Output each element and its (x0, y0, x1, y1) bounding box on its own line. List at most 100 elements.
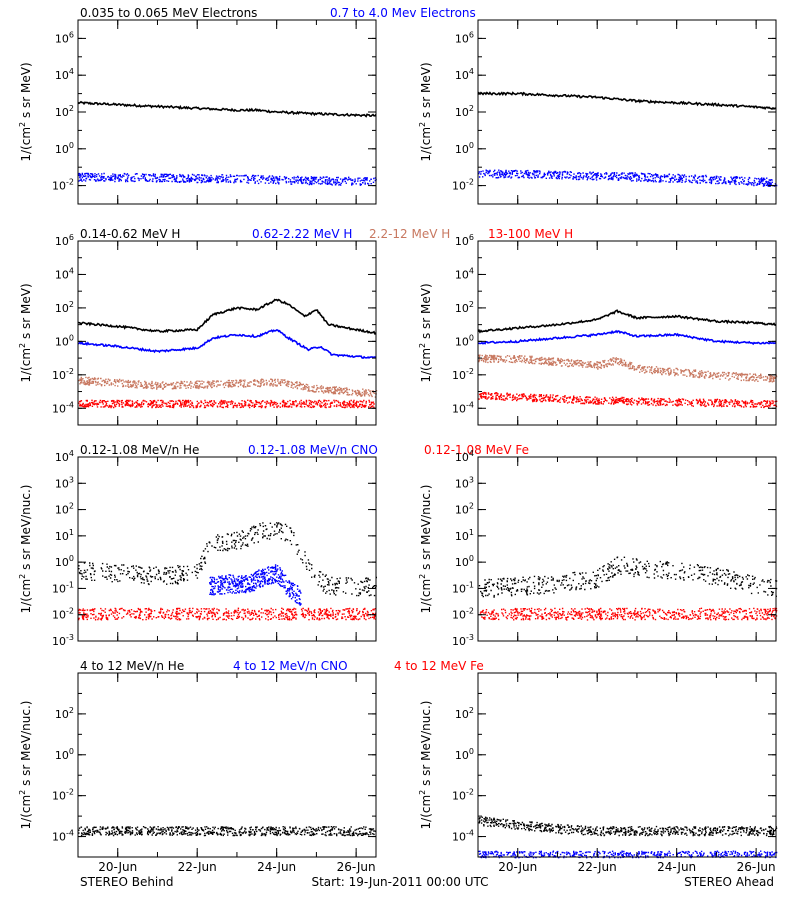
y-tick-label: 10-4 (52, 400, 74, 415)
y-tick-label: 10-1 (52, 580, 74, 595)
y-tick-label: 100 (55, 747, 74, 762)
y-tick-label: 106 (455, 30, 474, 45)
y-tick-label: 102 (55, 706, 74, 721)
y-tick-label: 104 (55, 266, 74, 281)
y-axis: 104 103 102 101 100 10-1 10-2 10-3 (52, 449, 376, 648)
x-tick-label: 26-Jun (337, 860, 376, 874)
y-axis: 102 100 10-2 10-4 (52, 672, 376, 858)
y-axis-label: 1/(cm2 s sr MeV) (18, 62, 33, 161)
plot-frame (77, 240, 377, 426)
legend-entry: 4 to 12 MeV Fe (394, 659, 484, 673)
series-scatter (209, 564, 302, 606)
y-axis-label: 1/(cm2 s sr MeV) (418, 283, 433, 382)
y-tick-label: 100 (55, 554, 74, 569)
y-tick-label: 104 (455, 67, 474, 82)
panel-ahead-row-3: 1/(cm2 s sr MeV/nuc.) 104 103 102 101 100 10-1… (418, 449, 778, 648)
x-tick-label: 24-Jun (257, 860, 296, 874)
y-axis-label: 1/(cm2 s sr MeV) (18, 283, 33, 382)
y-tick-label: 106 (55, 30, 74, 45)
panel-behind-row-4: 1/(cm2 s sr MeV/nuc.) 102 100 10-2 10-4 20-Ju… (18, 672, 377, 874)
y-tick-label: 10-4 (452, 400, 474, 415)
series-line (77, 100, 377, 118)
y-tick-label: 10-2 (452, 788, 474, 803)
x-tick-label: 20-Jun (498, 860, 537, 874)
series-band (478, 354, 778, 383)
y-tick-label: 100 (455, 747, 474, 762)
y-tick-label: 102 (55, 104, 74, 119)
y-tick-label: 101 (455, 528, 474, 543)
panel-behind-row-3: 1/(cm2 s sr MeV/nuc.) 104 103 102 101 100 10-1… (18, 449, 377, 648)
y-tick-label: 102 (455, 104, 474, 119)
y-tick-label: 106 (455, 233, 474, 248)
y-tick-label: 102 (55, 502, 74, 517)
series-group (77, 298, 378, 409)
y-tick-label: 102 (455, 300, 474, 315)
y-tick-label: 102 (455, 502, 474, 517)
footer-right-label: STEREO Ahead (684, 875, 774, 889)
series-line (477, 91, 777, 111)
y-tick-label: 10-3 (52, 633, 74, 648)
y-axis: 106 104 102 100 10-2 (452, 19, 776, 205)
x-tick-label: 26-Jun (737, 860, 776, 874)
y-tick-label: 10-2 (52, 178, 74, 193)
y-axis-label: 1/(cm2 s sr MeV/nuc.) (18, 485, 33, 614)
series-band (478, 850, 778, 859)
series-line (77, 298, 377, 336)
y-tick-label: 104 (455, 449, 474, 464)
y-axis-label: 1/(cm2 s sr MeV/nuc.) (18, 701, 33, 830)
footer-start-time: Start: 19-Jun-2011 00:00 UTC (311, 875, 488, 889)
legend-row-2: 0.14-0.62 MeV H 0.62-2.22 MeV H 2.2-12 MeV… (80, 227, 573, 241)
plot-frame (77, 456, 377, 642)
y-tick-label: 101 (55, 528, 74, 543)
footer-left-label: STEREO Behind (80, 875, 174, 889)
y-tick-label: 102 (55, 300, 74, 315)
y-axis: 104 103 102 101 100 10-1 10-2 10-3 (452, 449, 776, 648)
legend-entry: 0.62-2.22 MeV H (252, 227, 352, 241)
legend-row-1: 0.035 to 0.065 MeV Electrons 0.7 to 4.0 M… (80, 6, 476, 20)
legend-entry: 2.2-12 MeV H (369, 227, 450, 241)
y-tick-label: 10-2 (52, 607, 74, 622)
series-line (477, 329, 777, 346)
y-tick-label: 10-1 (452, 580, 474, 595)
legend-entry: 0.035 to 0.065 MeV Electrons (80, 6, 257, 20)
series-group (478, 816, 778, 859)
y-tick-label: 10-2 (452, 367, 474, 382)
y-tick-label: 100 (55, 333, 74, 348)
legend-entry: 4 to 12 MeV/n He (80, 659, 184, 673)
series-group (477, 309, 778, 409)
y-tick-label: 103 (55, 475, 74, 490)
y-tick-label: 104 (455, 266, 474, 281)
x-axis: 20-Jun 22-Jun 24-Jun 26-Jun (477, 673, 776, 874)
y-tick-label: 106 (55, 233, 74, 248)
series-band (478, 816, 778, 837)
series-line (477, 309, 777, 334)
y-tick-label: 104 (55, 67, 74, 82)
legend-entry: 13-100 MeV H (488, 227, 573, 241)
panel-ahead-row-2: 1/(cm2 s sr MeV) 106 104 102 100 10-2 10-4 (418, 233, 778, 426)
x-axis (77, 20, 357, 204)
footer: STEREO Behind Start: 19-Jun-2011 00:00 UT… (80, 875, 774, 889)
y-tick-label: 10-2 (452, 607, 474, 622)
legend-entry: 0.7 to 4.0 Mev Electrons (330, 6, 476, 20)
y-tick-label: 10-4 (52, 829, 74, 844)
series-band (78, 607, 377, 621)
y-tick-label: 10-2 (52, 788, 74, 803)
y-tick-label: 10-2 (52, 367, 74, 382)
series-group (78, 522, 377, 621)
legend-entry: 0.12-1.08 MeV/n CNO (248, 443, 378, 457)
x-tick-label: 20-Jun (98, 860, 137, 874)
legend-row-3: 0.12-1.08 MeV/n He 0.12-1.08 MeV/n CNO 0.1… (80, 443, 529, 457)
y-tick-label: 102 (455, 706, 474, 721)
y-axis-label: 1/(cm2 s sr MeV/nuc.) (418, 485, 433, 614)
legend-row-4: 4 to 12 MeV/n He 4 to 12 MeV/n CNO 4 to 12… (80, 659, 484, 673)
series-line (77, 329, 377, 359)
series-band (78, 376, 378, 398)
legend-entry: 0.12-1.08 MeV/n He (80, 443, 199, 457)
x-axis (477, 241, 757, 425)
series-band (479, 607, 778, 621)
x-tick-label: 22-Jun (178, 860, 217, 874)
legend-entry: 4 to 12 MeV/n CNO (233, 659, 348, 673)
y-tick-label: 10-4 (452, 829, 474, 844)
y-tick-label: 103 (455, 475, 474, 490)
